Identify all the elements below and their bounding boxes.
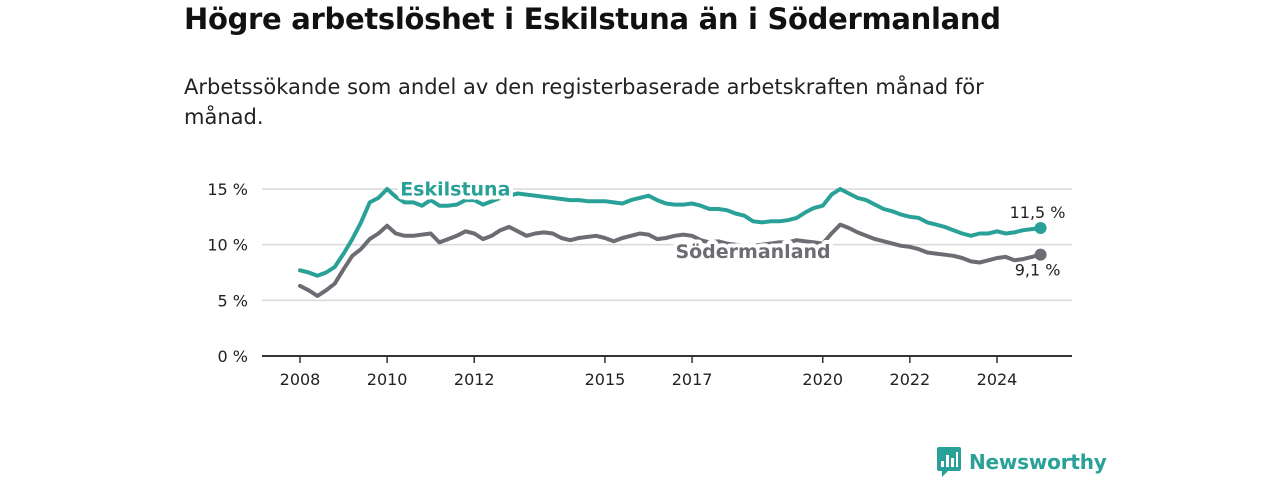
y-tick-label: 10 % [207, 236, 248, 255]
series-end-label-0: 11,5 % [1010, 203, 1066, 222]
chart-subtitle: Arbetssökande som andel av den registerb… [184, 75, 984, 129]
series-lines [298, 187, 1047, 298]
x-tick-label: 2015 [585, 370, 626, 389]
y-tick-label: 5 % [218, 291, 248, 310]
x-tick-label: 2008 [280, 370, 321, 389]
series-name-label-1: Södermanland [675, 241, 830, 263]
brand-name: Newsworthy [969, 450, 1107, 474]
series-end-label-1: 9,1 % [1015, 261, 1061, 280]
series-name-label-0: Eskilstuna [400, 179, 510, 201]
x-tick-label: 2010 [367, 370, 408, 389]
series-end-point-0 [1034, 221, 1047, 234]
x-tick-label: 2024 [977, 370, 1018, 389]
line-chart: 0 % 5 % 10 % 15 % 2008 2010 2012 2015 2017 2020 20… [207, 175, 1072, 389]
y-tick-label: 0 % [218, 347, 248, 366]
x-tick-label: 2017 [672, 370, 713, 389]
y-tick-label: 15 % [207, 180, 248, 199]
x-tick-label: 2012 [454, 370, 495, 389]
newsworthy-logo[interactable]: Newsworthy [936, 446, 1107, 478]
series-line-1 [298, 222, 1043, 298]
chart-title: Högre arbetslöshet i Eskilstuna än i Söd… [184, 2, 1001, 36]
chart-labels: 0 % 5 % 10 % 15 % 2008 2010 2012 2015 2017 2020 20… [207, 175, 1066, 389]
x-tick-label: 2020 [802, 370, 843, 389]
grid [262, 188, 1072, 363]
newsworthy-bar-chart-icon [937, 447, 961, 477]
series-line-0 [298, 187, 1043, 278]
series-end-point-1 [1034, 248, 1047, 261]
x-tick-label: 2022 [890, 370, 931, 389]
